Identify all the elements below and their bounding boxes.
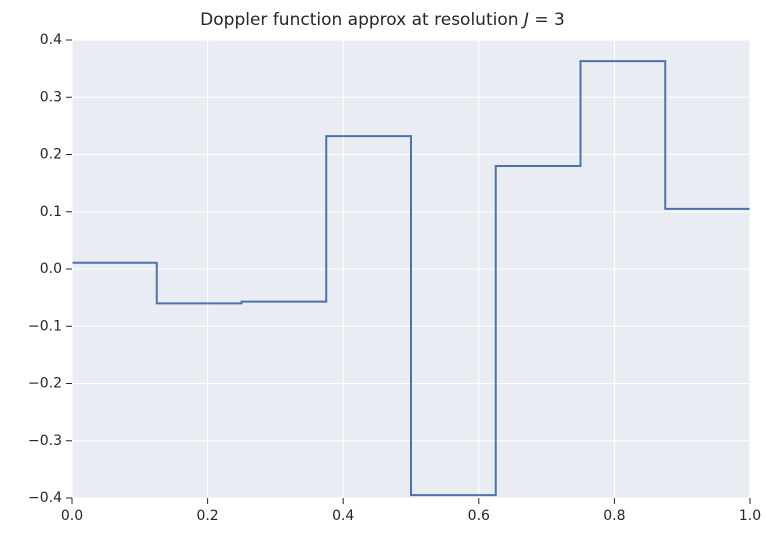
x-tick-label: 0.6: [468, 508, 490, 524]
chart-title: Doppler function approx at resolution J …: [0, 10, 765, 30]
chart-svg: 0.0 0.2 0.4 0.6 0.8 1.0 −0.4 −0.3 −0.2 −0.1 0.0 0.1…: [0, 0, 765, 538]
chart-container: Doppler function approx at resolution J …: [0, 0, 765, 538]
x-tick-label: 0.0: [61, 508, 83, 524]
y-tick-label: 0.1: [40, 204, 62, 220]
y-tick-label: 0.2: [40, 147, 62, 163]
y-tick-label: −0.3: [28, 433, 62, 449]
y-tick-label: −0.1: [28, 318, 62, 334]
x-tick-label: 1.0: [739, 508, 761, 524]
y-tick-label: −0.4: [28, 490, 62, 506]
y-tick-label: 0.3: [40, 89, 62, 105]
y-tick-label: 0.4: [40, 32, 62, 48]
x-tick-label: 0.8: [603, 508, 625, 524]
y-tick-label: 0.0: [40, 261, 62, 277]
x-tick-label: 0.4: [332, 508, 354, 524]
x-tick-label: 0.2: [196, 508, 218, 524]
y-tick-label: −0.2: [28, 376, 62, 392]
